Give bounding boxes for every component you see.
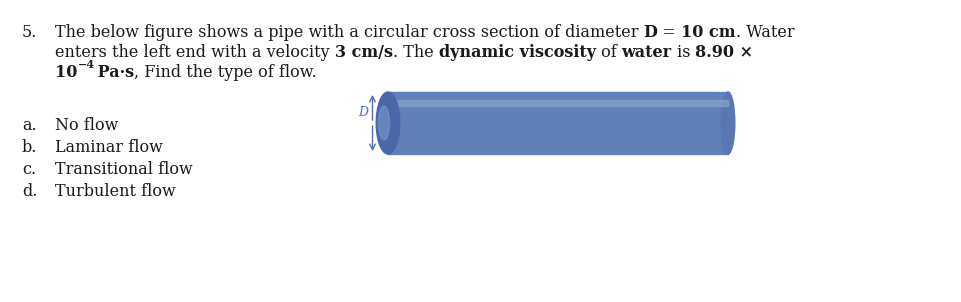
Ellipse shape: [721, 92, 734, 154]
Text: 10: 10: [55, 64, 77, 81]
Text: D: D: [358, 107, 368, 120]
Text: −4: −4: [77, 59, 94, 70]
Text: . Water: . Water: [735, 24, 794, 41]
Text: 8.90 ×: 8.90 ×: [695, 44, 752, 61]
Text: No flow: No flow: [55, 117, 118, 134]
Text: b.: b.: [22, 139, 37, 156]
Ellipse shape: [376, 92, 400, 154]
Bar: [387, 100, 727, 106]
Text: D: D: [643, 24, 656, 41]
Text: enters the left end with a velocity: enters the left end with a velocity: [55, 44, 334, 61]
Text: 10 cm: 10 cm: [680, 24, 735, 41]
Text: Transitional flow: Transitional flow: [55, 161, 192, 178]
Text: Turbulent flow: Turbulent flow: [55, 183, 176, 200]
Text: is: is: [671, 44, 695, 61]
Text: The below figure shows a pipe with a circular cross section of diameter: The below figure shows a pipe with a cir…: [55, 24, 643, 41]
Bar: [387, 92, 727, 154]
Text: , Find the type of flow.: , Find the type of flow.: [134, 64, 316, 81]
Text: of: of: [595, 44, 621, 61]
Text: =: =: [656, 24, 680, 41]
Text: c.: c.: [22, 161, 37, 178]
Text: 3 cm/s: 3 cm/s: [334, 44, 392, 61]
Text: a.: a.: [22, 117, 37, 134]
Text: Laminar flow: Laminar flow: [55, 139, 162, 156]
Text: dynamic viscosity: dynamic viscosity: [438, 44, 595, 61]
Text: . The: . The: [392, 44, 438, 61]
Text: water: water: [621, 44, 671, 61]
Text: d.: d.: [22, 183, 37, 200]
Ellipse shape: [378, 106, 389, 140]
Text: 5.: 5.: [22, 24, 37, 41]
Text: Pa·s: Pa·s: [92, 64, 134, 81]
